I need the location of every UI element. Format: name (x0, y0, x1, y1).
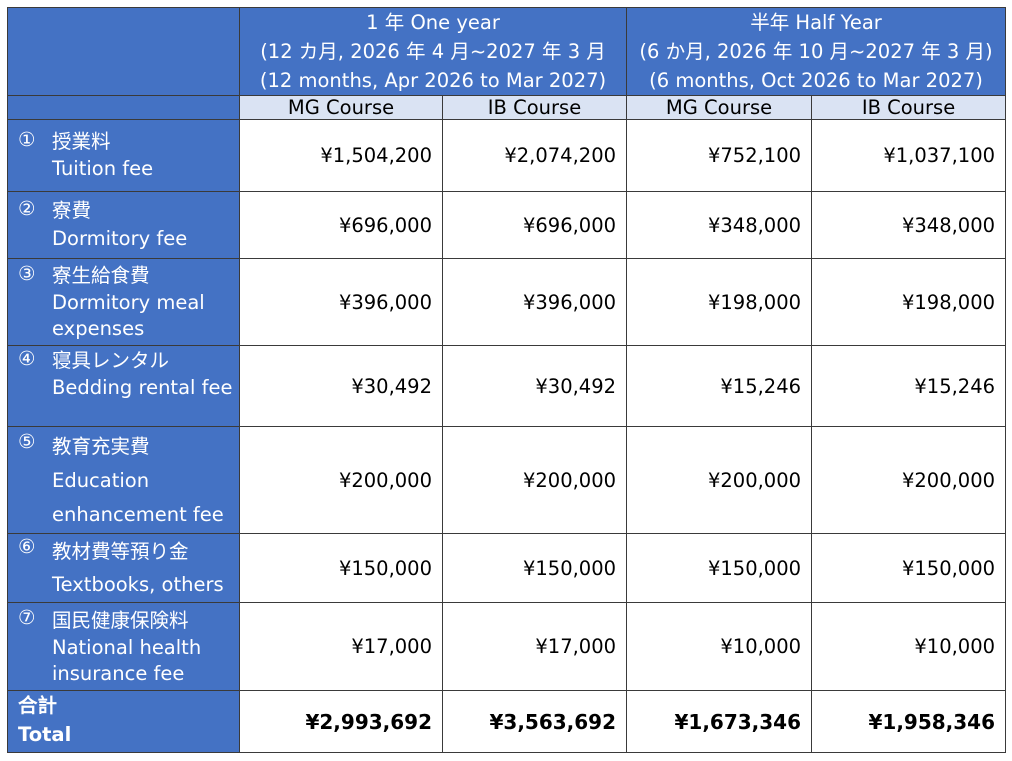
total-amount-cell: ¥2,993,692 (239, 690, 443, 753)
half-year-header: 半年 Half Year (6 か月, 2026 年 10 月~2027 年 3… (626, 7, 1007, 96)
one-year-period-en: (12 months, Apr 2026 to Mar 2027) (259, 69, 607, 92)
one-year-header: 1 年 One year (12 カ月, 2026 年 4 月~2027 年 3… (238, 7, 628, 96)
amount-cell: ¥10,000 (811, 602, 1007, 691)
amount-cell: ¥200,000 (239, 426, 443, 534)
fee-table: 1 年 One year (12 カ月, 2026 年 4 月~2027 年 3… (7, 7, 1007, 753)
total-amount-cell: ¥1,673,346 (626, 690, 813, 753)
amount-cell: ¥150,000 (811, 533, 1007, 603)
amount-cell: ¥15,246 (811, 345, 1007, 427)
fee-row: ② 寮費 Dormitory fee ¥696,000 ¥696,000 ¥34… (7, 191, 1007, 259)
fee-name-en: Tuition fee (52, 157, 154, 180)
item-number: ⑦ (18, 606, 36, 629)
total-row: 合計 Total ¥2,993,692 ¥3,563,692 ¥1,673,34… (7, 690, 1007, 753)
total-label-en: Total (18, 723, 72, 746)
amount-cell: ¥15,246 (626, 345, 813, 427)
item-number: ⑥ (18, 535, 36, 558)
amount-cell: ¥200,000 (626, 426, 813, 534)
amount-cell: ¥150,000 (441, 533, 628, 603)
amount-cell: ¥396,000 (239, 258, 443, 346)
fee-name-en: Education enhancement fee (52, 469, 224, 526)
corner-cell (7, 7, 240, 96)
one-year-period-jp: (12 カ月, 2026 年 4 月~2027 年 3 月 (260, 40, 606, 63)
amount-cell: ¥696,000 (441, 191, 628, 259)
item-number: ① (18, 128, 36, 151)
course-header: IB Course (811, 95, 1007, 120)
amount-cell: ¥696,000 (239, 191, 443, 259)
fee-name-jp: 授業料 (52, 130, 111, 153)
amount-cell: ¥10,000 (626, 602, 813, 691)
fee-name-en: Bedding rental fee (52, 376, 233, 399)
amount-cell: ¥752,100 (626, 119, 813, 192)
fee-label-cell: ⑦ 国民健康保険料 National health insurance fee (7, 602, 240, 691)
amount-cell: ¥200,000 (811, 426, 1007, 534)
fee-row: ④ 寝具レンタル Bedding rental fee ¥30,492 ¥30,… (7, 345, 1007, 427)
amount-cell: ¥150,000 (626, 533, 813, 603)
amount-cell: ¥17,000 (441, 602, 628, 691)
amount-cell: ¥396,000 (441, 258, 628, 346)
fee-row: ⑤ 教育充実費 Education enhancement fee ¥200,0… (7, 426, 1007, 534)
fee-name-jp: 教育充実費 (52, 435, 150, 458)
fee-label-cell: ④ 寝具レンタル Bedding rental fee (7, 345, 240, 427)
course-header-row: MG Course IB Course MG Course IB Course (7, 95, 1007, 120)
fee-row: ① 授業料 Tuition fee ¥1,504,200 ¥2,074,200 … (7, 119, 1007, 192)
fee-label-cell: ② 寮費 Dormitory fee (7, 191, 240, 259)
fee-row: ③ 寮生給食費 Dormitory meal expenses ¥396,000… (7, 258, 1007, 346)
amount-cell: ¥1,504,200 (239, 119, 443, 192)
fee-row: ⑦ 国民健康保険料 National health insurance fee … (7, 602, 1007, 691)
item-number: ④ (18, 347, 36, 370)
amount-cell: ¥198,000 (626, 258, 813, 346)
course-header: MG Course (239, 95, 443, 120)
fee-label-cell: ⑤ 教育充実費 Education enhancement fee (7, 426, 240, 534)
period-header-row: 1 年 One year (12 カ月, 2026 年 4 月~2027 年 3… (7, 7, 1007, 96)
item-number: ② (18, 197, 36, 220)
amount-cell: ¥348,000 (811, 191, 1007, 259)
amount-cell: ¥198,000 (811, 258, 1007, 346)
amount-cell: ¥30,492 (239, 345, 443, 427)
total-label-cell: 合計 Total (7, 690, 240, 753)
course-header: IB Course (441, 95, 628, 120)
fee-name-jp: 寮生給食費 (52, 264, 150, 287)
amount-cell: ¥2,074,200 (441, 119, 628, 192)
fee-name-jp: 教材費等預り金 (52, 540, 189, 563)
half-year-period-en: (6 months, Oct 2026 to Mar 2027) (649, 69, 983, 92)
total-amount-cell: ¥3,563,692 (441, 690, 628, 753)
amount-cell: ¥150,000 (239, 533, 443, 603)
amount-cell: ¥17,000 (239, 602, 443, 691)
item-number: ⑤ (18, 430, 36, 453)
total-label-jp: 合計 (18, 694, 58, 717)
fee-name-jp: 寝具レンタル (52, 349, 170, 372)
fee-label-cell: ③ 寮生給食費 Dormitory meal expenses (7, 258, 240, 346)
fee-label-cell: ⑥ 教材費等預り金 Textbooks, others (7, 533, 240, 603)
item-number: ③ (18, 262, 36, 285)
course-corner-cell (7, 95, 240, 120)
half-year-title: 半年 Half Year (750, 11, 882, 34)
amount-cell: ¥30,492 (441, 345, 628, 427)
fee-name-en: Dormitory fee (52, 227, 188, 250)
amount-cell: ¥1,037,100 (811, 119, 1007, 192)
fee-name-en: National health insurance fee (52, 636, 202, 685)
course-header: MG Course (626, 95, 813, 120)
total-amount-cell: ¥1,958,346 (811, 690, 1007, 753)
amount-cell: ¥348,000 (626, 191, 813, 259)
amount-cell: ¥200,000 (441, 426, 628, 534)
fee-label-cell: ① 授業料 Tuition fee (7, 119, 240, 192)
fee-name-en: Dormitory meal expenses (52, 291, 205, 340)
fee-name-jp: 寮費 (52, 199, 92, 222)
fee-name-en: Textbooks, others (52, 573, 224, 596)
one-year-title: 1 年 One year (366, 11, 500, 34)
fee-name-jp: 国民健康保険料 (52, 609, 189, 632)
fee-row: ⑥ 教材費等預り金 Textbooks, others ¥150,000 ¥15… (7, 533, 1007, 603)
half-year-period-jp: (6 か月, 2026 年 10 月~2027 年 3 月) (639, 40, 993, 63)
